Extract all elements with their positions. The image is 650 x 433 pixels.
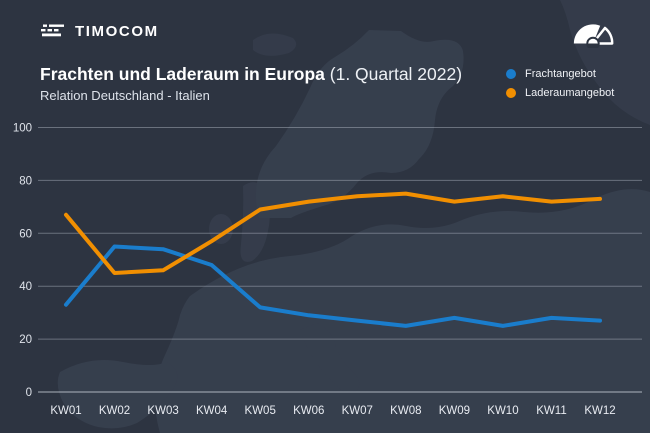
brand-name: TIMOCOM <box>75 22 159 40</box>
x-tick-label-KW04: KW04 <box>196 405 228 417</box>
chart-header: Frachten und Laderaum in Europa (1. Quar… <box>40 64 462 103</box>
legend-dot-laderaumangebot <box>506 88 516 98</box>
x-tick-label-KW02: KW02 <box>99 405 130 417</box>
y-tick-label-60: 60 <box>19 228 32 240</box>
brand-logo: TIMOCOM <box>40 22 159 40</box>
x-tick-label-KW08: KW08 <box>390 405 421 417</box>
legend-item-laderaumangebot: Laderaumangebot <box>506 87 614 99</box>
x-tick-label-KW06: KW06 <box>293 405 324 417</box>
x-tick-label-KW10: KW10 <box>487 405 518 417</box>
legend-label-frachtangebot: Frachtangebot <box>525 68 596 80</box>
x-tick-label-KW03: KW03 <box>147 405 178 417</box>
y-tick-label-20: 20 <box>19 334 32 346</box>
y-tick-label-40: 40 <box>19 281 32 293</box>
x-tick-label-KW11: KW11 <box>536 405 566 417</box>
y-tick-label-100: 100 <box>13 123 32 135</box>
y-tick-label-80: 80 <box>19 175 32 187</box>
title-main: Frachten und Laderaum in Europa <box>40 64 325 84</box>
x-tick-label-KW12: KW12 <box>584 405 615 417</box>
title-period: (1. Quartal 2022) <box>324 64 463 84</box>
x-tick-label-KW09: KW09 <box>439 405 470 417</box>
series-line-frachtangebot <box>64 244 602 328</box>
legend-dot-frachtangebot <box>506 69 516 79</box>
timocom-road-lines-icon <box>41 24 64 37</box>
chart-legend: Frachtangebot Laderaumangebot <box>506 68 614 99</box>
x-tick-label-KW07: KW07 <box>342 405 373 417</box>
x-tick-label-KW01: KW01 <box>50 405 81 417</box>
legend-label-laderaumangebot: Laderaumangebot <box>525 87 615 99</box>
page-title: Frachten und Laderaum in Europa (1. Quar… <box>40 64 462 85</box>
legend-item-frachtangebot: Frachtangebot <box>506 68 614 80</box>
x-tick-label-KW05: KW05 <box>245 405 276 417</box>
barometer-gauge-icon <box>573 24 614 48</box>
chart-subtitle: Relation Deutschland - Italien <box>40 88 210 103</box>
series-line-laderaumangebot <box>64 191 602 275</box>
y-tick-label-0: 0 <box>26 387 32 399</box>
